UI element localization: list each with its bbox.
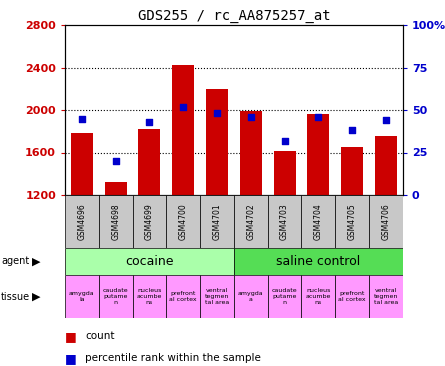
- Bar: [105, 182, 127, 195]
- Bar: [369, 275, 403, 318]
- Text: GSM4706: GSM4706: [381, 203, 390, 240]
- Text: ▶: ▶: [32, 291, 40, 302]
- Text: GSM4704: GSM4704: [314, 203, 323, 240]
- Text: caudate
putame
n: caudate putame n: [103, 288, 129, 305]
- Text: GSM4700: GSM4700: [179, 203, 188, 240]
- Text: cocaine: cocaine: [125, 255, 174, 268]
- Title: GDS255 / rc_AA875257_at: GDS255 / rc_AA875257_at: [138, 8, 330, 23]
- Bar: [71, 133, 93, 195]
- Bar: [65, 275, 99, 318]
- Bar: [301, 195, 335, 248]
- Text: GSM4703: GSM4703: [280, 203, 289, 240]
- Bar: [200, 275, 234, 318]
- Bar: [65, 195, 99, 248]
- Text: nucleus
acumbe
ns: nucleus acumbe ns: [306, 288, 331, 305]
- Bar: [267, 195, 301, 248]
- Bar: [166, 195, 200, 248]
- Bar: [206, 89, 228, 195]
- Point: [214, 111, 221, 116]
- Text: count: count: [85, 331, 114, 341]
- Text: prefront
al cortex: prefront al cortex: [170, 291, 197, 302]
- Bar: [307, 114, 329, 195]
- Bar: [274, 152, 295, 195]
- Text: percentile rank within the sample: percentile rank within the sample: [85, 353, 261, 363]
- Point: [247, 114, 255, 120]
- Text: amygda
la: amygda la: [69, 291, 95, 302]
- Text: tissue: tissue: [1, 291, 30, 302]
- Text: prefront
al cortex: prefront al cortex: [338, 291, 366, 302]
- Bar: [138, 129, 160, 195]
- Bar: [369, 195, 403, 248]
- Bar: [234, 248, 403, 275]
- Text: ventral
tegmen
tal area: ventral tegmen tal area: [205, 288, 229, 305]
- Bar: [341, 147, 363, 195]
- Bar: [200, 195, 234, 248]
- Bar: [234, 195, 267, 248]
- Bar: [65, 248, 234, 275]
- Point: [315, 114, 322, 120]
- Bar: [133, 195, 166, 248]
- Bar: [99, 275, 133, 318]
- Point: [112, 158, 119, 164]
- Bar: [335, 195, 369, 248]
- Point: [146, 119, 153, 125]
- Text: agent: agent: [1, 257, 29, 266]
- Point: [78, 116, 85, 122]
- Text: nucleus
acumbe
ns: nucleus acumbe ns: [137, 288, 162, 305]
- Text: saline control: saline control: [276, 255, 360, 268]
- Text: GSM4701: GSM4701: [213, 203, 222, 240]
- Text: ■: ■: [65, 352, 77, 365]
- Bar: [99, 195, 133, 248]
- Text: GSM4705: GSM4705: [348, 203, 356, 240]
- Text: ▶: ▶: [32, 257, 40, 266]
- Point: [180, 104, 187, 109]
- Bar: [301, 275, 335, 318]
- Text: GSM4699: GSM4699: [145, 203, 154, 240]
- Text: GSM4698: GSM4698: [111, 203, 120, 240]
- Bar: [234, 275, 267, 318]
- Bar: [267, 275, 301, 318]
- Bar: [133, 275, 166, 318]
- Bar: [240, 111, 262, 195]
- Point: [281, 138, 288, 143]
- Text: ventral
tegmen
tal area: ventral tegmen tal area: [374, 288, 398, 305]
- Text: amygda
a: amygda a: [238, 291, 263, 302]
- Text: caudate
putame
n: caudate putame n: [272, 288, 297, 305]
- Bar: [375, 135, 397, 195]
- Bar: [172, 66, 194, 195]
- Bar: [335, 275, 369, 318]
- Point: [348, 127, 356, 133]
- Point: [382, 117, 389, 123]
- Text: GSM4702: GSM4702: [246, 203, 255, 240]
- Text: GSM4696: GSM4696: [77, 203, 86, 240]
- Text: ■: ■: [65, 330, 77, 343]
- Bar: [166, 275, 200, 318]
